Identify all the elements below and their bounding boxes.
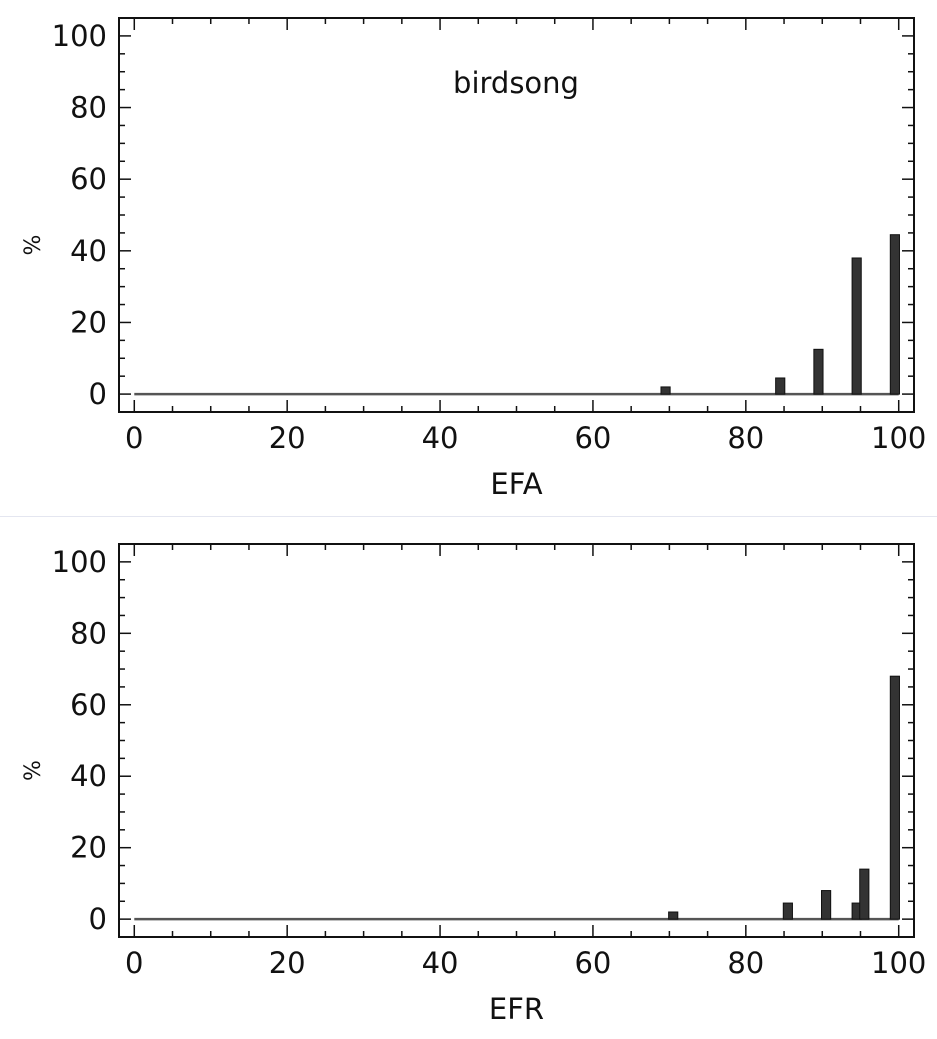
x-tick-label: 80 [727, 946, 764, 980]
x-tick-label: 20 [269, 421, 306, 455]
panel-divider [0, 516, 937, 517]
x-tick-label: 20 [269, 946, 306, 980]
bar [782, 902, 793, 920]
y-tick-label: 20 [70, 831, 107, 865]
y-tick-label: 60 [70, 688, 107, 722]
x-tick-label: 40 [422, 946, 459, 980]
bar [668, 911, 679, 920]
chart-efr: 0 20 40 60 80 100 0 20 40 60 80 100 EFR% [21, 543, 926, 1026]
y-tick-label: 40 [70, 234, 107, 268]
bar [851, 257, 862, 395]
chart-efa: 0 20 40 60 80 100 0 20 40 60 80 100 EFA% birdsong [21, 17, 926, 501]
x-tick-label: 100 [871, 421, 926, 455]
y-tick-label: 40 [70, 759, 107, 793]
x-tick-label: 60 [574, 946, 611, 980]
bar [775, 377, 786, 395]
chart-annotation: birdsong [453, 66, 579, 100]
bar [889, 234, 900, 395]
y-tick-label: 80 [70, 616, 107, 650]
y-tick-label: 0 [89, 902, 107, 936]
bar [859, 868, 870, 920]
plot-frame [118, 543, 915, 938]
y-tick-label: 20 [70, 305, 107, 339]
y-axis-label: % [21, 235, 46, 256]
y-axis-label: % [21, 760, 46, 781]
x-tick-label: 40 [422, 421, 459, 455]
x-tick-label: 60 [574, 421, 611, 455]
y-tick-label: 100 [52, 545, 107, 579]
x-tick-label: 0 [125, 421, 143, 455]
bar [660, 386, 671, 395]
x-axis-label: EFR [489, 992, 544, 1026]
y-tick-label: 0 [89, 377, 107, 411]
y-tick-label: 80 [70, 91, 107, 125]
x-tick-label: 0 [125, 946, 143, 980]
x-axis-label: EFA [490, 467, 542, 501]
y-tick-label: 60 [70, 162, 107, 196]
x-tick-label: 80 [727, 421, 764, 455]
x-tick-label: 100 [871, 946, 926, 980]
y-tick-label: 100 [52, 19, 107, 53]
bar [821, 890, 832, 920]
bar [889, 675, 900, 920]
bar [813, 348, 824, 395]
